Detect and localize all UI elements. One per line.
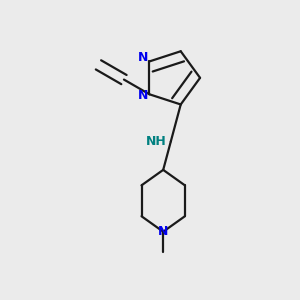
Text: N: N xyxy=(138,51,148,64)
Text: NH: NH xyxy=(146,135,166,148)
Text: N: N xyxy=(138,89,148,102)
Text: N: N xyxy=(158,225,168,238)
